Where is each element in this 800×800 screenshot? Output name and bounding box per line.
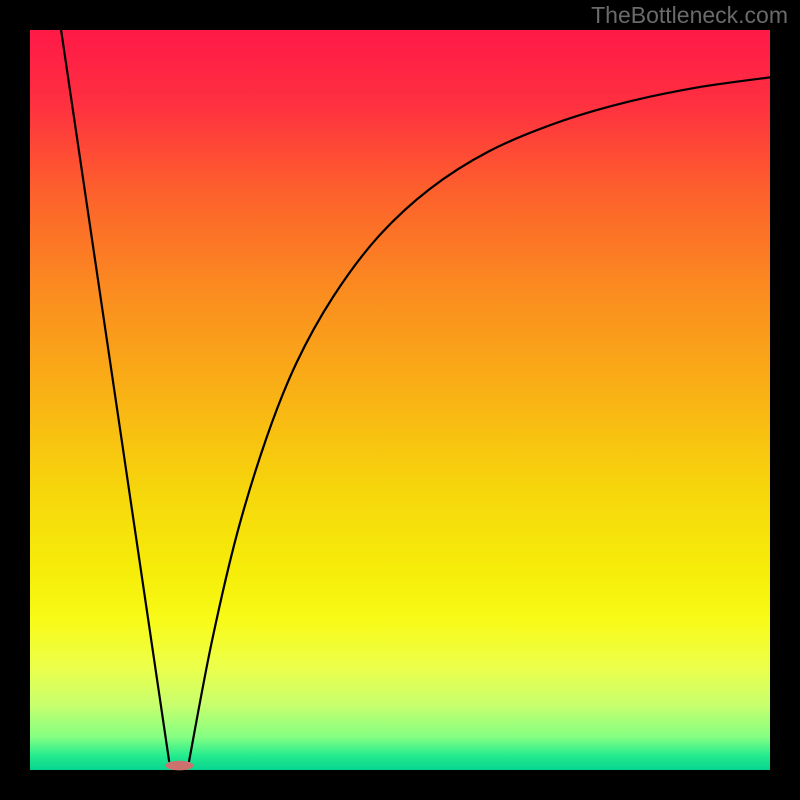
bottleneck-marker [165, 761, 193, 771]
bottleneck-curve-chart [0, 0, 800, 800]
plot-background-gradient [30, 30, 770, 770]
chart-container: TheBottleneck.com [0, 0, 800, 800]
watermark-text: TheBottleneck.com [591, 2, 788, 29]
